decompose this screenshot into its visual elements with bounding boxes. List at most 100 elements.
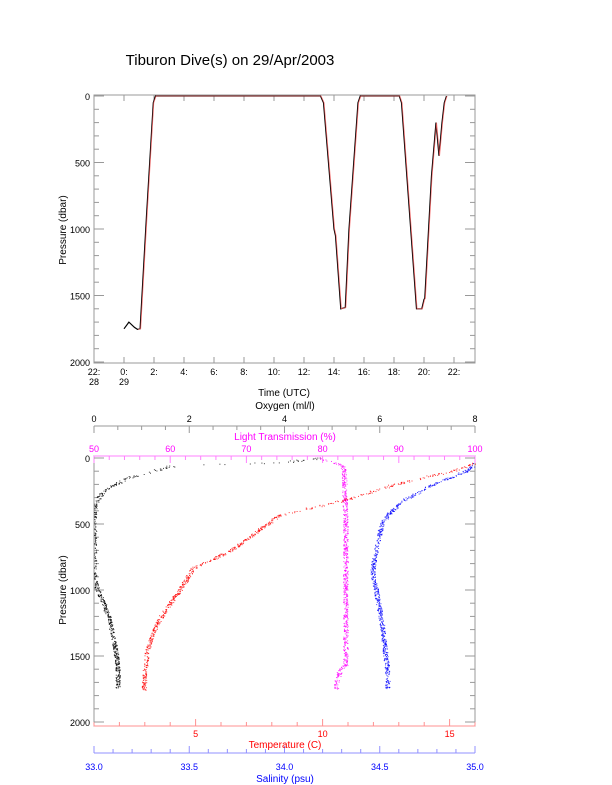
data-point — [340, 674, 342, 675]
data-point — [380, 611, 382, 613]
data-point — [345, 636, 347, 638]
data-point — [386, 640, 387, 642]
data-point — [382, 632, 384, 634]
data-point — [99, 596, 100, 598]
data-point — [422, 477, 424, 479]
data-point — [147, 644, 149, 646]
data-point — [345, 574, 347, 576]
data-point — [112, 631, 114, 633]
data-point — [116, 664, 118, 666]
data-point — [456, 468, 458, 470]
data-point — [94, 512, 96, 514]
data-point — [386, 652, 388, 654]
data-point — [343, 575, 345, 577]
data-point — [346, 608, 348, 610]
data-point — [117, 656, 119, 658]
data-point — [116, 678, 117, 680]
data-point — [94, 584, 96, 586]
data-point — [377, 545, 379, 547]
data-point — [153, 628, 154, 630]
data-point — [117, 685, 119, 687]
data-point — [309, 508, 311, 510]
data-point — [382, 628, 384, 630]
data-point — [105, 490, 107, 492]
data-point — [373, 490, 375, 492]
data-point — [117, 669, 119, 671]
data-point — [343, 582, 345, 583]
data-point — [113, 648, 115, 650]
data-point — [159, 622, 161, 624]
data-point — [372, 565, 374, 567]
data-point — [447, 479, 449, 481]
data-point — [341, 465, 343, 467]
data-point — [386, 486, 388, 488]
data-point — [385, 648, 386, 650]
data-point — [278, 515, 280, 517]
data-point — [373, 554, 375, 556]
data-point — [374, 594, 376, 596]
data-point — [379, 606, 381, 607]
data-point — [345, 587, 346, 589]
data-point — [119, 677, 121, 679]
data-point — [296, 511, 298, 512]
data-point — [102, 493, 103, 494]
data-point — [98, 587, 100, 589]
data-point — [385, 685, 387, 687]
data-point — [375, 582, 377, 584]
data-point — [383, 620, 384, 622]
data-point — [385, 641, 387, 643]
data-point — [444, 479, 446, 481]
data-point — [345, 553, 346, 555]
data-point — [464, 466, 466, 468]
data-point — [346, 594, 348, 596]
data-point — [94, 547, 96, 549]
data-point — [409, 481, 411, 483]
data-point — [101, 492, 103, 494]
data-point — [94, 508, 96, 509]
data-point — [189, 577, 191, 579]
data-point — [449, 472, 451, 473]
data-point — [471, 467, 473, 469]
data-point — [432, 484, 433, 486]
data-point — [347, 619, 349, 621]
data-point — [94, 582, 96, 584]
data-point — [382, 624, 384, 625]
data-point — [373, 558, 374, 560]
data-point — [345, 652, 346, 654]
data-point — [385, 640, 387, 642]
data-point — [145, 687, 147, 689]
data-point — [344, 623, 346, 625]
data-point — [118, 662, 120, 664]
data-point — [215, 557, 217, 559]
data-point — [384, 645, 386, 647]
data-point — [344, 541, 346, 542]
data-point — [376, 584, 378, 586]
data-point — [235, 548, 237, 550]
data-point — [383, 631, 385, 633]
data-point — [341, 469, 343, 470]
data-point — [346, 499, 348, 501]
data-point — [344, 478, 346, 480]
data-point — [453, 469, 455, 471]
data-point — [382, 633, 384, 635]
data-point — [443, 478, 445, 480]
data-point — [219, 555, 220, 557]
data-point — [343, 484, 345, 486]
data-point — [383, 520, 385, 522]
data-point — [151, 635, 153, 637]
data-point — [314, 506, 316, 508]
data-point — [108, 488, 110, 490]
data-point — [343, 480, 345, 482]
data-point — [344, 660, 346, 662]
data-point — [347, 648, 349, 650]
data-point — [386, 678, 388, 679]
data-point — [380, 614, 381, 616]
data-point — [97, 496, 99, 497]
light-tick-label: 70 — [241, 444, 251, 454]
data-point — [343, 551, 345, 553]
data-point — [411, 495, 413, 496]
data-point — [96, 503, 98, 505]
data-point — [468, 465, 469, 466]
data-point — [285, 514, 287, 516]
data-point — [99, 498, 101, 500]
